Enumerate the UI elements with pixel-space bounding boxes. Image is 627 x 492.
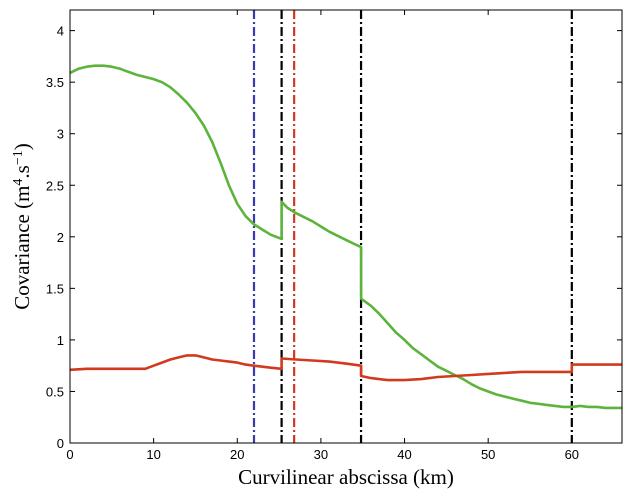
series-line-2 [69, 354, 622, 382]
x-tick-label: 30 [314, 447, 328, 462]
x-tick-label: 60 [565, 447, 579, 462]
y-tick-label: 0 [57, 436, 64, 451]
y-tick-label: 4 [57, 24, 64, 39]
x-tick-label: 50 [481, 447, 495, 462]
y-axis-label-mid: .s [10, 165, 34, 178]
y-axis-label-exp2: −1 [11, 150, 26, 165]
y-tick-label: 3 [57, 127, 64, 142]
series-lines [69, 64, 622, 410]
x-axis-label: Curvilinear abscissa (km) [238, 465, 454, 489]
x-tick-label: 20 [230, 447, 244, 462]
y-tick-label: 3.5 [46, 75, 64, 90]
y-tick-label: 1 [57, 333, 64, 348]
y-tick-label: 1.5 [46, 281, 64, 296]
series-line-1 [69, 64, 622, 410]
y-axis-label-main: Covariance (m [10, 186, 34, 310]
y-tick-label: 2 [57, 230, 64, 245]
x-tick-label: 40 [397, 447, 411, 462]
plot-frame [69, 9, 623, 444]
y-axis-label-exp1: 4 [11, 179, 26, 186]
y-tick-label: 2.5 [46, 178, 64, 193]
y-axis-label-end: ) [10, 143, 34, 150]
x-tick-label: 10 [146, 447, 160, 462]
axis-ticks: 0 10 20 30 40 50 60 0 0.5 1 1.5 2 2.5 3 3.5 4 [46, 10, 622, 462]
x-tick-label: 0 [66, 447, 73, 462]
y-axis-label: Covariance (m4.s−1) [10, 143, 34, 310]
vertical-markers [252, 10, 573, 443]
y-tick-label: 0.5 [46, 384, 64, 399]
